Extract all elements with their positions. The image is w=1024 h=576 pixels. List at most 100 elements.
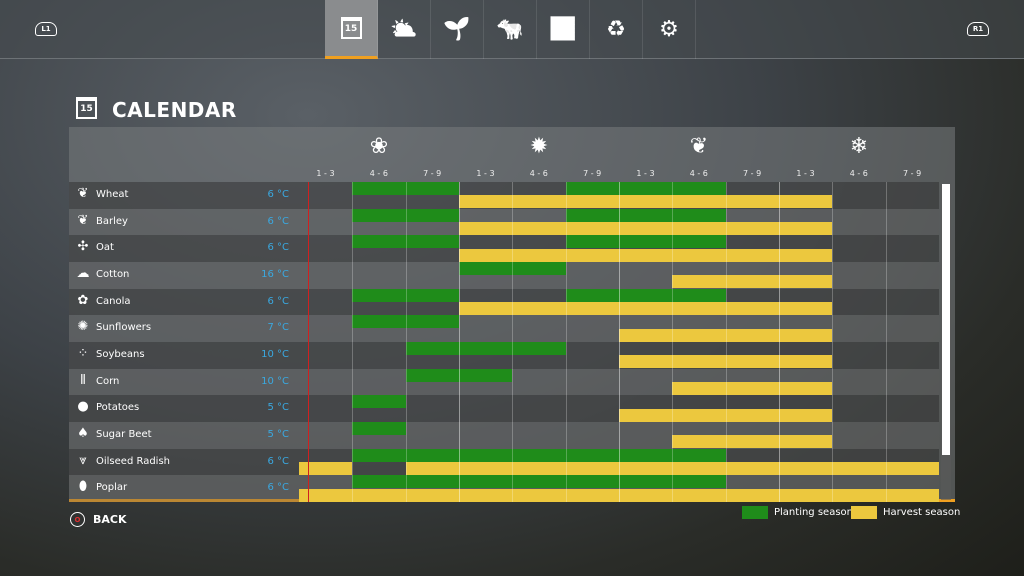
planting-bar (352, 208, 459, 222)
period-label: 4 - 6 (369, 169, 388, 178)
period-label: 1 - 3 (316, 169, 335, 178)
harvest-legend-label: Harvest season (883, 507, 961, 518)
period-label: 7 - 9 (743, 169, 762, 178)
crop-name: Soybeans (96, 349, 145, 361)
l1-button[interactable]: L1 (35, 22, 57, 36)
statistics-icon: 📊 (549, 17, 577, 42)
calendar-icon: 15 (76, 97, 97, 119)
planting-bar (352, 235, 459, 249)
planting-bar (565, 235, 726, 249)
season-winter-icon: ❄ (849, 134, 869, 159)
scrollbar-thumb[interactable] (942, 184, 950, 455)
grid-line (459, 182, 460, 502)
planting-bar (352, 448, 726, 462)
crop-name: Poplar (96, 482, 128, 494)
settings-icon: ⚙ (659, 17, 679, 42)
harvest-bar (405, 462, 939, 475)
planting-bar (352, 395, 406, 409)
back-label: BACK (93, 513, 127, 526)
harvest-bar (672, 381, 833, 395)
crop-icon: ✣ (77, 239, 89, 255)
crop-icon: ⩔ (79, 452, 87, 468)
crop-name: Oilseed Radish (96, 455, 170, 467)
grid-line (672, 182, 673, 502)
animals-icon: 🐄 (496, 17, 524, 42)
crop-icon: ❦ (77, 212, 89, 228)
planting-bar (352, 288, 459, 302)
period-label: 1 - 3 (636, 169, 655, 178)
season-autumn-icon: ❦ (689, 134, 709, 159)
crop-temperature: 6 °C (267, 189, 289, 200)
grid-line (352, 182, 353, 502)
planting-legend-swatch (742, 506, 768, 519)
harvest-bar (458, 221, 833, 235)
circle-button-icon: O (70, 512, 85, 527)
grid-line (832, 182, 833, 502)
tab-statistics[interactable]: 📊 (537, 0, 590, 59)
calendar-icon: 15 (340, 17, 362, 39)
period-label: 7 - 9 (423, 169, 442, 178)
crop-name: Potatoes (96, 402, 140, 414)
harvest-bar (618, 355, 833, 369)
harvest-bar (618, 328, 833, 342)
tab-animals[interactable]: 🐄 (484, 0, 537, 59)
crop-temperature: 10 °C (261, 349, 289, 361)
crop-icon: ● (77, 399, 89, 415)
top-nav-bar (0, 0, 1024, 59)
crop-icon: ✺ (77, 319, 89, 335)
planting-bar (565, 208, 726, 222)
crops-icon: 🌱 (443, 17, 471, 42)
period-label: 7 - 9 (583, 169, 602, 178)
finances-icon: ♻ (606, 17, 626, 42)
grid-line (726, 182, 727, 502)
period-label: 1 - 3 (476, 169, 495, 178)
crop-name: Sugar Beet (96, 429, 152, 441)
planting-bar (352, 475, 726, 489)
planting-bar (565, 182, 726, 195)
tab-calendar[interactable]: 15 (325, 0, 378, 59)
planting-bar (405, 342, 566, 356)
current-time-marker (308, 182, 309, 502)
planting-bar (458, 262, 566, 275)
back-button[interactable]: O BACK (70, 512, 127, 527)
harvest-bar (458, 195, 833, 209)
planting-bar (405, 368, 513, 382)
period-label: 1 - 3 (796, 169, 815, 178)
period-label: 4 - 6 (689, 169, 708, 178)
tab-finances[interactable]: ♻ (590, 0, 643, 59)
crop-name: Corn (96, 375, 120, 387)
crop-name: Oat (96, 242, 114, 254)
grid-line (779, 182, 780, 502)
crop-icon: ⁘ (77, 346, 89, 362)
crop-temperature: 5 °C (267, 429, 289, 441)
planting-bar (565, 288, 726, 302)
tab-crops[interactable]: 🌱 (431, 0, 484, 59)
crop-icon: ♠ (77, 426, 89, 442)
tab-settings[interactable]: ⚙ (643, 0, 696, 59)
crop-icon: ❦ (77, 186, 89, 201)
season-summer-icon: ✹ (529, 134, 549, 159)
season-spring-icon: ❀ (369, 134, 389, 159)
crop-temperature: 6 °C (267, 295, 289, 307)
crop-name: Sunflowers (96, 322, 152, 334)
crop-temperature: 10 °C (261, 375, 289, 387)
period-label: 4 - 6 (849, 169, 868, 178)
crop-temperature: 7 °C (267, 322, 289, 334)
grid-line (619, 182, 620, 502)
harvest-bar (299, 488, 939, 502)
planting-bar (352, 422, 406, 436)
grid-line (566, 182, 567, 502)
crop-temperature: 16 °C (261, 269, 289, 280)
period-label: 4 - 6 (529, 169, 548, 178)
r1-button[interactable]: R1 (967, 22, 989, 36)
crop-temperature: 6 °C (267, 455, 289, 467)
tab-weather[interactable]: ⛅ (378, 0, 431, 59)
crop-temperature: 6 °C (267, 242, 289, 254)
grid-line (406, 182, 407, 502)
crop-name: Cotton (96, 269, 130, 280)
grid-line (886, 182, 887, 502)
crop-name: Wheat (96, 189, 129, 200)
crop-icon: ☁ (76, 266, 90, 281)
crop-temperature: 6 °C (267, 482, 289, 494)
crop-icon: ⦀ (80, 372, 86, 388)
